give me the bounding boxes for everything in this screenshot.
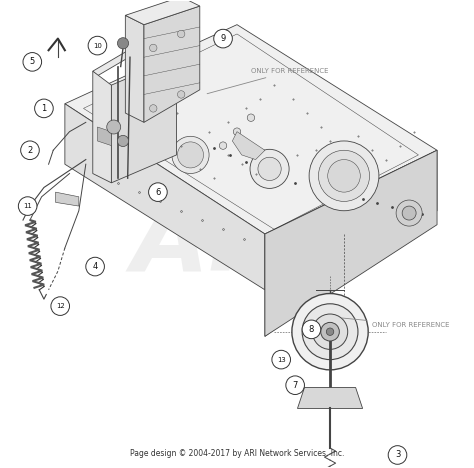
Circle shape <box>396 200 422 226</box>
Circle shape <box>118 38 128 49</box>
Text: Page design © 2004-2017 by ARI Network Services, Inc.: Page design © 2004-2017 by ARI Network S… <box>130 449 344 458</box>
Polygon shape <box>93 71 111 183</box>
Text: 8: 8 <box>309 325 314 334</box>
Circle shape <box>21 141 39 160</box>
Polygon shape <box>232 132 265 160</box>
Polygon shape <box>121 117 144 146</box>
Circle shape <box>149 44 157 51</box>
Text: 3: 3 <box>395 451 400 460</box>
Circle shape <box>86 257 104 276</box>
Circle shape <box>247 114 255 121</box>
Circle shape <box>172 136 209 174</box>
Polygon shape <box>93 25 176 76</box>
Circle shape <box>258 157 281 181</box>
Circle shape <box>233 128 241 135</box>
Polygon shape <box>298 388 363 409</box>
Circle shape <box>214 29 232 48</box>
Polygon shape <box>144 6 200 122</box>
Text: 11: 11 <box>23 203 32 209</box>
Text: 13: 13 <box>277 357 285 363</box>
Circle shape <box>312 314 348 350</box>
Circle shape <box>328 160 360 192</box>
Polygon shape <box>65 25 437 234</box>
Circle shape <box>177 142 203 168</box>
Circle shape <box>309 141 379 211</box>
Text: 9: 9 <box>220 34 226 43</box>
Circle shape <box>402 206 416 220</box>
Text: 12: 12 <box>56 303 64 309</box>
Polygon shape <box>98 127 111 146</box>
Text: 6: 6 <box>155 188 161 197</box>
Circle shape <box>388 446 407 464</box>
Circle shape <box>302 304 358 359</box>
Text: ARI: ARI <box>132 195 324 292</box>
Circle shape <box>23 52 42 71</box>
Text: 2: 2 <box>27 146 33 155</box>
Text: 10: 10 <box>93 43 102 49</box>
Polygon shape <box>111 57 176 183</box>
Circle shape <box>177 91 185 98</box>
Polygon shape <box>55 192 79 206</box>
Circle shape <box>250 149 289 189</box>
Text: 4: 4 <box>92 262 98 271</box>
Circle shape <box>149 183 167 201</box>
Circle shape <box>107 120 121 134</box>
Polygon shape <box>125 15 144 122</box>
Circle shape <box>88 37 107 55</box>
Text: ONLY FOR REFERENCE: ONLY FOR REFERENCE <box>342 318 449 328</box>
Circle shape <box>149 105 157 112</box>
Circle shape <box>18 197 37 215</box>
Circle shape <box>177 30 185 38</box>
Circle shape <box>286 376 304 395</box>
Text: ONLY FOR REFERENCE: ONLY FOR REFERENCE <box>207 68 328 94</box>
Polygon shape <box>265 150 437 336</box>
Circle shape <box>326 328 334 336</box>
Circle shape <box>35 99 53 117</box>
Text: 1: 1 <box>41 104 46 113</box>
Polygon shape <box>125 0 200 25</box>
Circle shape <box>321 322 339 341</box>
Circle shape <box>219 142 227 149</box>
Circle shape <box>118 135 128 146</box>
Polygon shape <box>65 104 265 290</box>
Text: 5: 5 <box>30 58 35 66</box>
Circle shape <box>51 297 70 315</box>
Text: 7: 7 <box>292 380 298 390</box>
Circle shape <box>272 351 291 369</box>
Circle shape <box>319 150 370 201</box>
Circle shape <box>292 293 368 370</box>
Polygon shape <box>265 150 437 336</box>
Circle shape <box>302 320 321 339</box>
